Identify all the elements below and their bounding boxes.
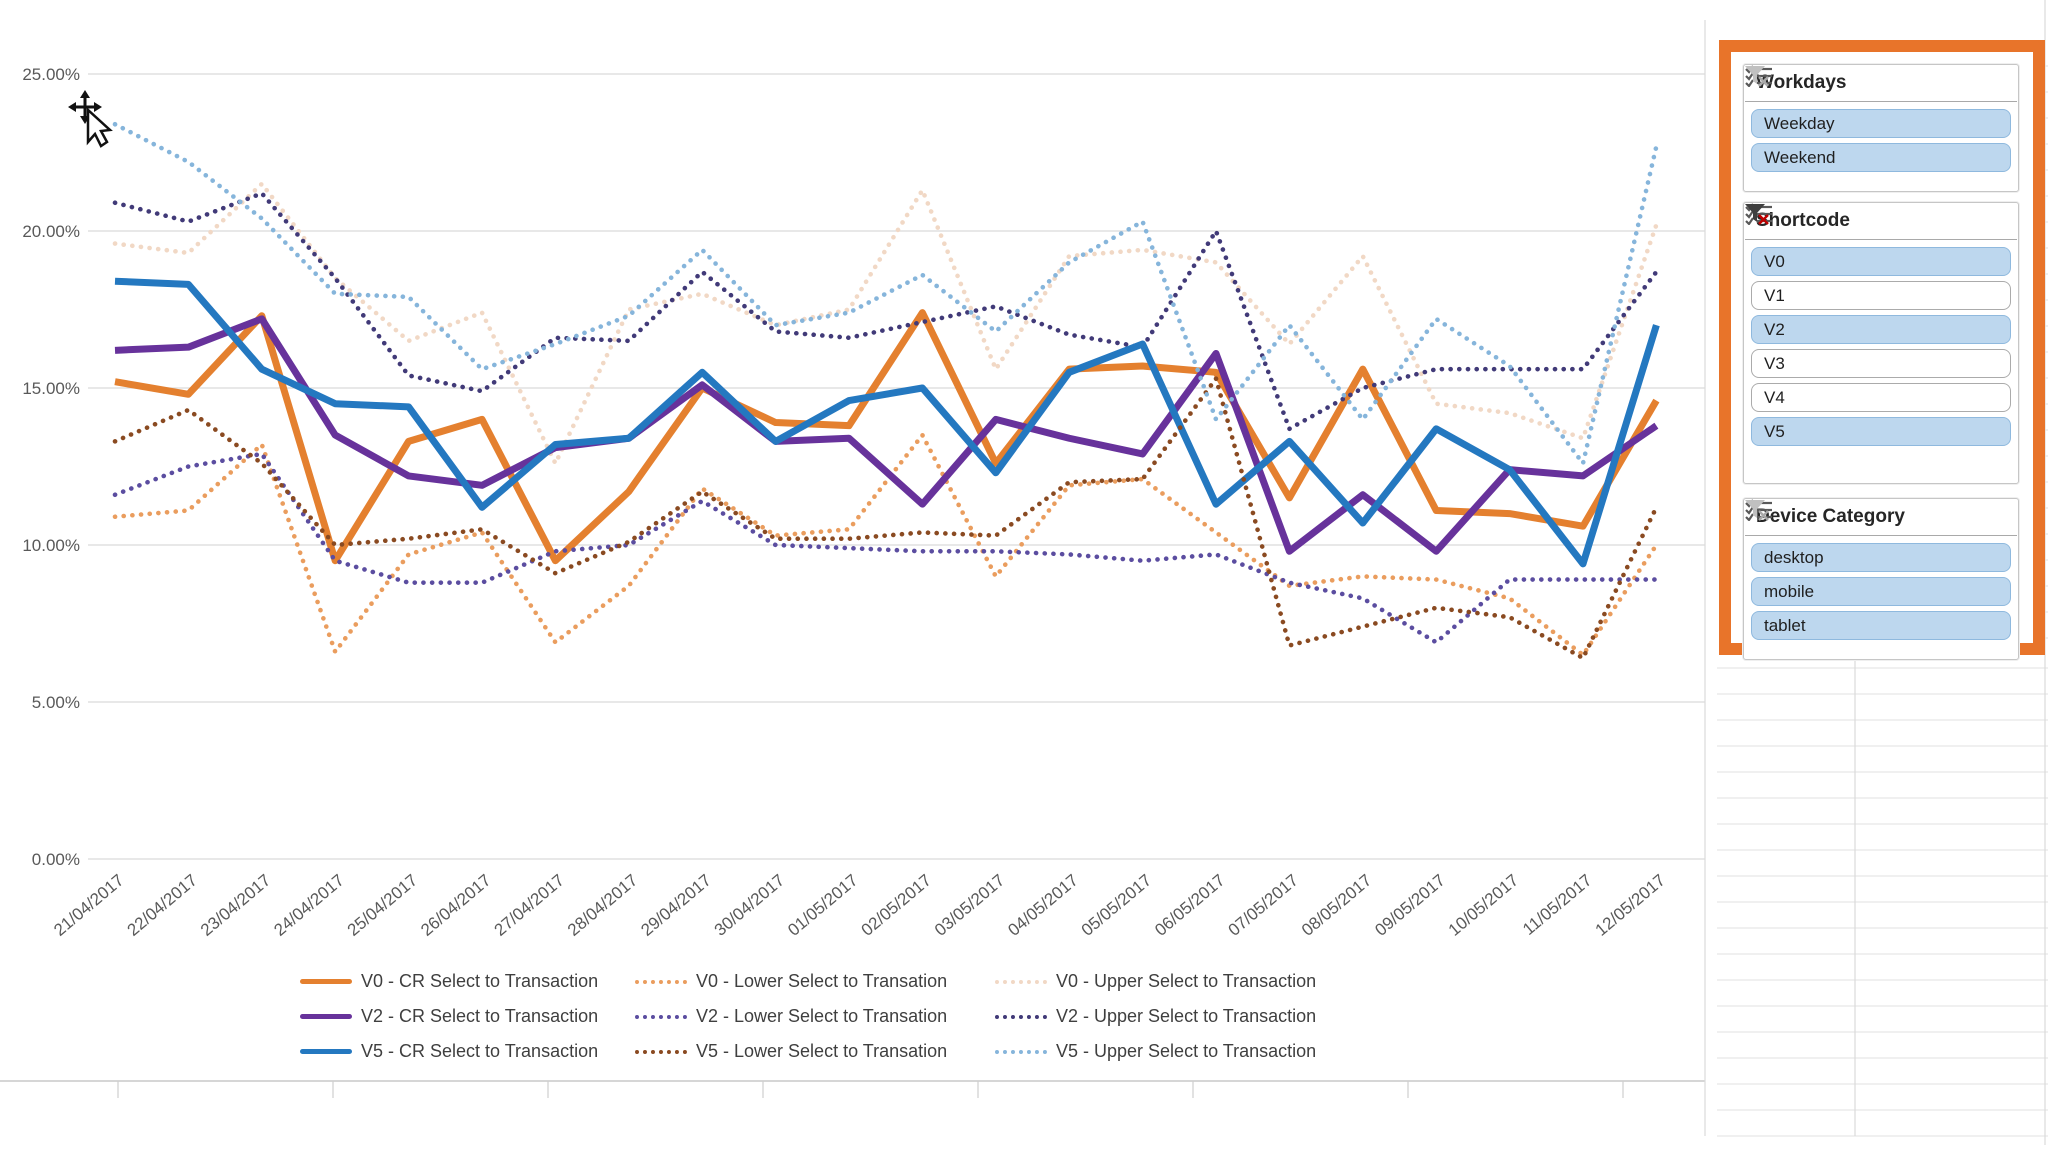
slicer-item-v3[interactable]: V3 [1751, 349, 2011, 378]
y-axis-tick: 15.00% [22, 379, 80, 398]
series-v5-cr-select-to-transaction [114, 277, 1660, 568]
legend-swatch-solid [300, 1014, 352, 1019]
legend-label: V5 - Lower Select to Transation [696, 1041, 948, 1061]
multi-select-icon[interactable] [1745, 65, 1976, 96]
slicer-item-v2[interactable]: V2 [1751, 315, 2011, 344]
legend-label: V0 - Lower Select to Transation [696, 971, 948, 991]
y-axis-tick: 20.00% [22, 222, 80, 241]
slicer-device-category: Device Category desktop mobile tablet [1743, 498, 2019, 660]
series-v2-upper-select-to-transaction [112, 191, 1659, 432]
multi-select-icon[interactable] [1745, 203, 1976, 234]
legend-swatch-dotted [635, 979, 687, 984]
legend-label: V0 - Upper Select to Transaction [1056, 971, 1317, 991]
series-v5-lower-select-to-transation [112, 376, 1659, 661]
slicer-item-desktop[interactable]: desktop [1751, 543, 2011, 572]
legend-swatch-dotted [635, 1014, 687, 1019]
legend-swatch-solid [300, 979, 352, 984]
legend-item: V5 - Upper Select to Transaction [995, 1041, 1355, 1062]
slicer-item-v5[interactable]: V5 [1751, 417, 2011, 446]
chart-legend: V0 - CR Select to Transaction V0 - Lower … [300, 964, 1420, 1069]
legend-swatch-dotted [995, 1049, 1047, 1054]
slicer-item-weekday[interactable]: Weekday [1751, 109, 2011, 138]
series-v0-cr-select-to-transaction [114, 309, 1660, 565]
legend-label: V2 - CR Select to Transaction [361, 1006, 599, 1026]
series-v2-cr-select-to-transaction [114, 315, 1659, 555]
y-axis-tick: 25.00% [22, 65, 80, 84]
legend-label: V5 - Upper Select to Transaction [1056, 1041, 1317, 1061]
y-axis-tick: 0.00% [32, 850, 80, 869]
legend-label: V2 - Lower Select to Transation [696, 1006, 948, 1026]
slicer-item-v1[interactable]: V1 [1751, 281, 2011, 310]
slicer-workdays: Workdays Weekday Weekend [1743, 64, 2019, 192]
slicer-item-v4[interactable]: V4 [1751, 383, 2011, 412]
legend-item: V5 - CR Select to Transaction [300, 1041, 635, 1062]
slicer-item-weekend[interactable]: Weekend [1751, 143, 2011, 172]
slicer-item-v0[interactable]: V0 [1751, 247, 2011, 276]
slicer-title: Shortcode [1756, 210, 1850, 231]
slicer-title: Workdays [1756, 72, 1847, 93]
slicer-item-mobile[interactable]: mobile [1751, 577, 2011, 606]
legend-item: V0 - Lower Select to Transation [635, 971, 995, 992]
legend-swatch-dotted [635, 1049, 687, 1054]
legend-swatch-dotted [995, 1014, 1047, 1019]
legend-item: V2 - CR Select to Transaction [300, 1006, 635, 1027]
series-v5-upper-select-to-transaction [112, 121, 1659, 466]
y-axis-tick: 5.00% [32, 693, 80, 712]
legend-swatch-solid [300, 1049, 352, 1054]
slicer-shortcode: Shortcode V0 V1 V2 V3 V4 V5 [1743, 202, 2019, 484]
legend-label: V5 - CR Select to Transaction [361, 1041, 599, 1061]
series-v0-lower-select-to-transation [112, 432, 1659, 658]
series-v2-lower-select-to-transation [112, 451, 1659, 645]
clear-filter-icon[interactable] [1745, 66, 2010, 96]
slicer-item-tablet[interactable]: tablet [1751, 611, 2011, 640]
legend-item: V5 - Lower Select to Transation [635, 1041, 995, 1062]
legend-item: V0 - Upper Select to Transaction [995, 971, 1355, 992]
y-axis-tick: 10.00% [22, 536, 80, 555]
legend-item: V2 - Lower Select to Transation [635, 1006, 995, 1027]
legend-swatch-dotted [995, 979, 1047, 984]
legend-label: V0 - CR Select to Transaction [361, 971, 599, 991]
clear-filter-icon[interactable] [1745, 204, 2010, 234]
legend-label: V2 - Upper Select to Transaction [1056, 1006, 1317, 1026]
mouse-cursor-move-icon [52, 84, 122, 150]
slicer-title: Device Category [1756, 506, 1905, 527]
clear-filter-icon[interactable] [1745, 500, 2010, 530]
legend-item: V2 - Upper Select to Transaction [995, 1006, 1355, 1027]
legend-item: V0 - CR Select to Transaction [300, 971, 635, 992]
slicer-panel: Workdays Weekday Weekend Shortcode V0 V1 V2 V… [1719, 40, 2045, 660]
multi-select-icon[interactable] [1745, 499, 1976, 530]
